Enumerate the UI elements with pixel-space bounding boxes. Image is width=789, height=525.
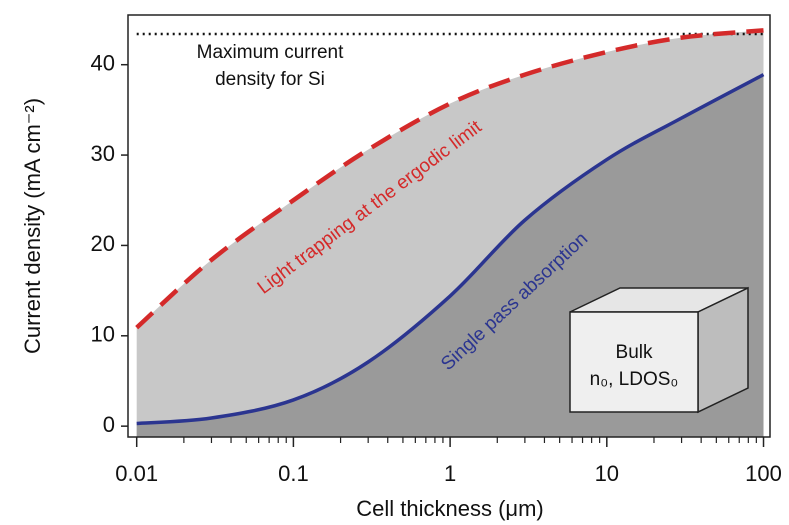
bulk-box: Bulk n₀, LDOS₀ xyxy=(569,286,749,414)
box-label: Bulk xyxy=(616,342,653,363)
y-axis-label: Current density (mA cm⁻²) xyxy=(20,98,45,354)
line xyxy=(135,28,764,330)
x-tick-label: 100 xyxy=(745,461,782,486)
y-tick-label: 40 xyxy=(91,51,115,76)
y-tick-label: 0 xyxy=(103,412,115,437)
box-label: n₀, LDOS₀ xyxy=(590,369,679,390)
y-tick-label: 20 xyxy=(91,231,115,256)
annotation: Maximum current xyxy=(197,42,344,63)
annotation: density for Si xyxy=(215,69,325,90)
y-tick-label: 30 xyxy=(91,141,115,166)
x-tick-label: 10 xyxy=(595,461,619,486)
x-tick-label: 0.1 xyxy=(278,461,309,486)
plot-frame xyxy=(127,14,771,438)
line xyxy=(136,73,765,426)
box-front xyxy=(569,311,699,413)
y-tick-label: 10 xyxy=(91,322,115,347)
x-tick-label: 0.01 xyxy=(115,461,158,486)
x-axis-label: Cell thickness (μm) xyxy=(356,496,543,521)
x-tick-label: 1 xyxy=(444,461,456,486)
